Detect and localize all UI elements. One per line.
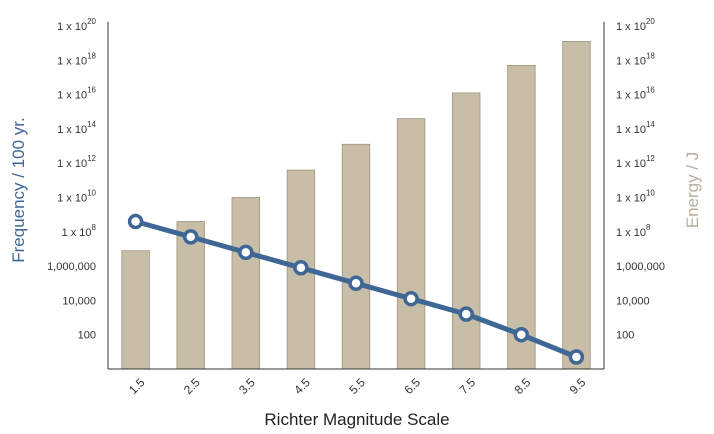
left-tick-label: 1 x 1012 bbox=[57, 154, 96, 170]
right-tick-base: 1 x 10 bbox=[616, 193, 646, 205]
energy-bar-2.5 bbox=[176, 221, 205, 370]
x-tick-label-1.5: 1.5 bbox=[126, 375, 148, 397]
left-tick-label: 1 x 1018 bbox=[57, 51, 96, 67]
energy-bar-9.5 bbox=[562, 41, 591, 370]
left-tick-base: 1 x 10 bbox=[57, 124, 87, 136]
x-tick-label-2.5: 2.5 bbox=[181, 375, 203, 397]
left-tick-exponent: 12 bbox=[87, 154, 96, 163]
left-tick-exponent: 16 bbox=[87, 86, 96, 95]
frequency-point-6.5 bbox=[403, 290, 419, 307]
frequency-point-4.5 bbox=[293, 260, 309, 276]
right-tick-exponent: 10 bbox=[646, 189, 655, 198]
frequency-point-2.5 bbox=[182, 229, 199, 245]
left-tick-exponent: 8 bbox=[92, 223, 97, 232]
left-tick-label: 1 x 1016 bbox=[57, 86, 96, 102]
left-tick-exponent: 14 bbox=[87, 120, 96, 129]
left-tick-label: 10,000 bbox=[62, 295, 96, 307]
frequency-point-9.5 bbox=[568, 349, 585, 365]
right-axis-label: Energy / J bbox=[683, 152, 702, 229]
right-tick-exponent: 14 bbox=[646, 120, 655, 129]
left-tick-base: 1 x 10 bbox=[57, 90, 87, 102]
x-tick-label-7.5: 7.5 bbox=[457, 375, 479, 397]
right-tick-exponent: 16 bbox=[646, 86, 655, 95]
right-tick-base: 1 x 10 bbox=[616, 158, 646, 170]
x-axis-label: Richter Magnitude Scale bbox=[264, 410, 449, 429]
frequency-point-1.5 bbox=[127, 213, 144, 230]
axes bbox=[107, 22, 605, 370]
left-tick-base: 1 x 10 bbox=[57, 158, 87, 170]
x-axis-ticks: 1.5 2.5 3.5 4.5 5.5 6.5 7.5 8.5 9.5 bbox=[126, 375, 589, 397]
frequency-point-3.5 bbox=[238, 244, 254, 261]
right-tick-exponent: 20 bbox=[646, 17, 655, 26]
energy-bar-3.5 bbox=[231, 197, 261, 370]
right-tick-exponent: 8 bbox=[646, 223, 651, 232]
left-tick-base: 1 x 10 bbox=[57, 21, 87, 33]
energy-bar-8.5 bbox=[507, 65, 536, 370]
right-tick-label: 1 x 1018 bbox=[616, 51, 655, 67]
left-tick-label: 1 x 108 bbox=[62, 223, 97, 239]
right-tick-exponent: 18 bbox=[646, 51, 655, 60]
right-tick-label: 1 x 1016 bbox=[616, 86, 655, 102]
left-axis-label: Frequency / 100 yr. bbox=[9, 117, 28, 263]
x-tick-label-9.5: 9.5 bbox=[567, 375, 589, 397]
x-tick-label-8.5: 8.5 bbox=[512, 375, 534, 397]
right-tick-label: 1 x 1012 bbox=[616, 154, 655, 170]
energy-bar-5.5 bbox=[341, 143, 371, 370]
right-tick-label: 1 x 1020 bbox=[616, 17, 655, 33]
right-tick-label: 1,000,000 bbox=[616, 261, 665, 273]
energy-bar-7.5 bbox=[451, 92, 481, 370]
left-tick-label: 1,000,000 bbox=[47, 261, 96, 273]
x-tick-label-6.5: 6.5 bbox=[401, 375, 423, 397]
energy-bar-1.5 bbox=[121, 250, 150, 370]
left-tick-base: 1 x 10 bbox=[57, 193, 87, 205]
energy-bars bbox=[121, 41, 591, 370]
left-tick-label: 100 bbox=[78, 330, 96, 342]
right-tick-label: 1 x 1014 bbox=[616, 120, 655, 136]
right-tick-base: 1 x 10 bbox=[616, 21, 646, 33]
frequency-line-layer bbox=[127, 213, 585, 365]
frequency-point-5.5 bbox=[348, 275, 364, 292]
right-tick-base: 1 x 10 bbox=[616, 124, 646, 136]
left-tick-exponent: 18 bbox=[87, 51, 96, 60]
right-tick-base: 1 x 10 bbox=[616, 55, 646, 67]
left-tick-base: 1 x 10 bbox=[62, 227, 92, 239]
right-tick-base: 1 x 10 bbox=[616, 227, 646, 239]
left-tick-label: 1 x 1020 bbox=[57, 17, 96, 33]
right-tick-base: 1 x 10 bbox=[616, 90, 646, 102]
right-tick-label: 10,000 bbox=[616, 295, 650, 307]
frequency-point-7.5 bbox=[458, 306, 474, 322]
left-tick-label: 1 x 1010 bbox=[57, 189, 96, 205]
right-tick-label: 100 bbox=[616, 330, 634, 342]
x-tick-label-3.5: 3.5 bbox=[236, 375, 258, 397]
right-tick-label: 1 x 108 bbox=[616, 223, 651, 239]
right-tick-exponent: 12 bbox=[646, 154, 655, 163]
right-tick-label: 1 x 1010 bbox=[616, 189, 655, 205]
left-tick-base: 1 x 10 bbox=[57, 55, 87, 67]
x-tick-label-4.5: 4.5 bbox=[291, 375, 313, 397]
left-tick-exponent: 10 bbox=[87, 189, 96, 198]
x-tick-label-5.5: 5.5 bbox=[346, 375, 368, 397]
left-tick-exponent: 20 bbox=[87, 17, 96, 26]
left-tick-label: 1 x 1014 bbox=[57, 120, 96, 136]
energy-bar-6.5 bbox=[396, 118, 426, 370]
frequency-point-8.5 bbox=[513, 326, 530, 343]
